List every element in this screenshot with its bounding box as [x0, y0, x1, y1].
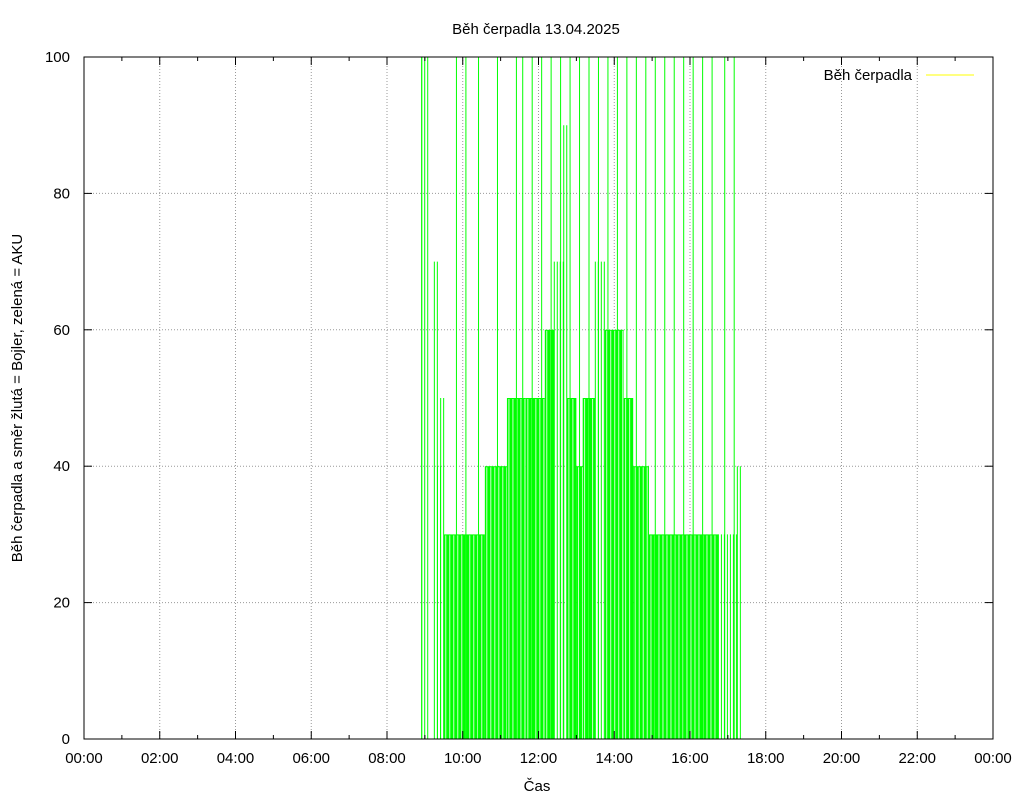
x-tick-label: 22:00	[898, 750, 936, 767]
legend: Běh čerpadla	[824, 67, 974, 84]
x-tick-label: 10:00	[444, 750, 482, 767]
y-tick-label: 60	[53, 322, 70, 339]
x-tick-labels: 00:00 02:00 04:00 06:00 08:00 10:00 12:00 14:00…	[65, 750, 1012, 767]
bar-segment	[633, 466, 649, 739]
legend-label: Běh čerpadla	[824, 67, 913, 84]
y-tick-label: 40	[53, 458, 70, 475]
x-tick-label: 00:00	[974, 750, 1012, 767]
y-tick-label: 80	[53, 185, 70, 202]
x-tick-label: 08:00	[368, 750, 406, 767]
bar-segment	[484, 466, 507, 739]
bar-segment	[544, 329, 555, 739]
y-tick-label: 100	[45, 49, 70, 66]
x-tick-label: 20:00	[823, 750, 861, 767]
x-tick-label: 00:00	[65, 750, 103, 767]
x-tick-label: 18:00	[747, 750, 785, 767]
x-tick-label: 16:00	[671, 750, 709, 767]
x-tick-label: 14:00	[595, 750, 633, 767]
x-tick-label: 12:00	[520, 750, 558, 767]
axis-ticks	[83, 56, 994, 740]
x-tick-label: 06:00	[292, 750, 330, 767]
bar-segment	[566, 398, 577, 739]
x-tick-label: 04:00	[217, 750, 255, 767]
x-tick-label: 02:00	[141, 750, 179, 767]
chart-title: Běh čerpadla 13.04.2025	[452, 21, 620, 38]
x-axis-label: Čas	[524, 778, 551, 795]
data-series	[421, 57, 741, 739]
y-tick-labels: 0 20 40 60 80 100	[45, 49, 70, 748]
y-tick-label: 0	[62, 731, 70, 748]
bar-segment	[623, 398, 634, 739]
y-tick-label: 20	[53, 595, 70, 612]
y-axis-label: Běh čerpadla a směr žlutá = Bojler, zele…	[9, 234, 26, 563]
